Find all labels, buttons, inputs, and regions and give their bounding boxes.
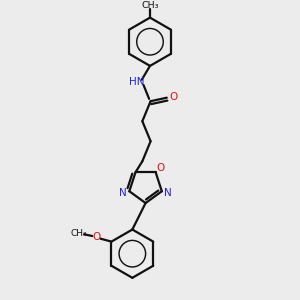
Text: CH₃: CH₃ [141, 1, 159, 10]
Text: CH₃: CH₃ [71, 229, 87, 238]
Text: O: O [157, 163, 165, 173]
Text: O: O [169, 92, 177, 102]
Text: O: O [92, 232, 100, 242]
Text: N: N [164, 188, 172, 198]
Text: N: N [119, 188, 127, 198]
Text: HN: HN [129, 77, 145, 87]
